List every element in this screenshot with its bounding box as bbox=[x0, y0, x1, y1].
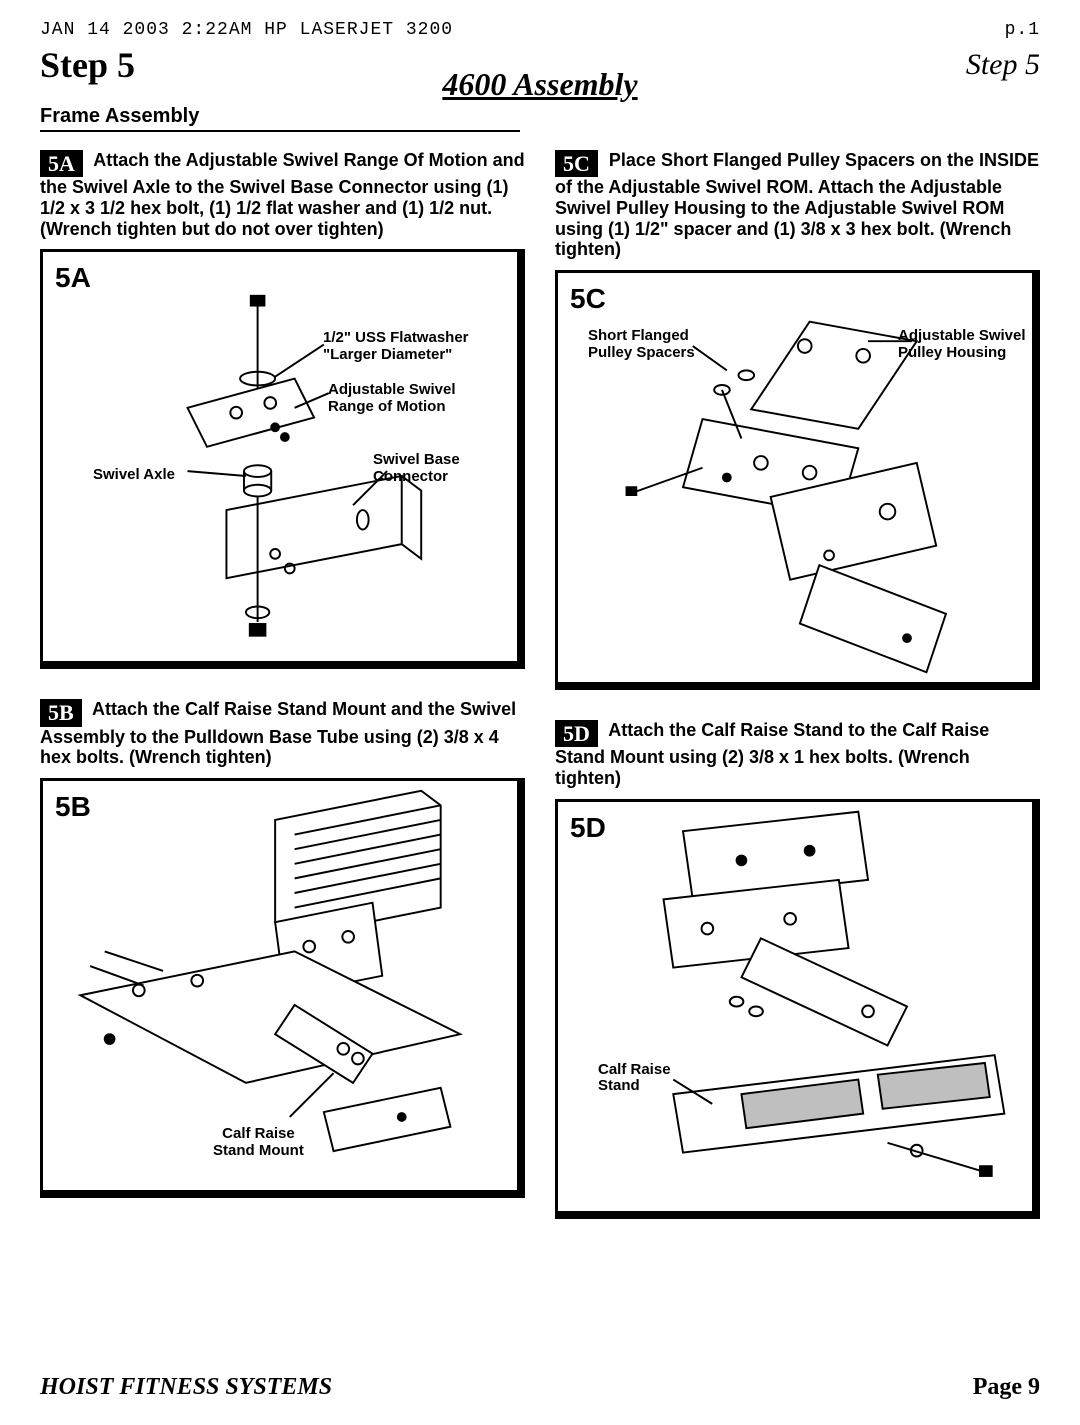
step-5d: 5D Attach the Calf Raise Stand to the Ca… bbox=[555, 720, 1040, 1219]
step-heading-right: Step 5 bbox=[966, 48, 1040, 82]
fax-header-left: JAN 14 2003 2:22AM HP LASERJET 3200 bbox=[40, 20, 453, 40]
fax-header-right: p.1 bbox=[1005, 20, 1040, 40]
step-5d-instruction: 5D Attach the Calf Raise Stand to the Ca… bbox=[555, 720, 1040, 789]
content-columns: 5A Attach the Adjustable Swivel Range Of… bbox=[40, 150, 1040, 1219]
step-5a: 5A Attach the Adjustable Swivel Range Of… bbox=[40, 150, 525, 669]
fax-header: JAN 14 2003 2:22AM HP LASERJET 3200 p.1 bbox=[40, 20, 1040, 40]
label-axle: Swivel Axle bbox=[93, 467, 175, 484]
label-mount: Calf Raise Stand Mount bbox=[213, 1126, 304, 1159]
step-5a-badge: 5A bbox=[40, 150, 83, 177]
step-5c-text: Place Short Flanged Pulley Spacers on th… bbox=[555, 150, 1039, 259]
diagram-5a: 5A bbox=[40, 249, 525, 669]
document-title: 4600 Assembly bbox=[40, 66, 1040, 103]
step-5a-text: Attach the Adjustable Swivel Range Of Mo… bbox=[40, 150, 525, 239]
footer-left: HOIST FITNESS SYSTEMS bbox=[40, 1374, 332, 1401]
label-base: Swivel Base Connector bbox=[373, 452, 460, 485]
left-column: 5A Attach the Adjustable Swivel Range Of… bbox=[40, 150, 525, 1219]
diagram-5b: 5B bbox=[40, 778, 525, 1198]
label-flatwasher: 1/2" USS Flatwasher "Larger Diameter" bbox=[323, 330, 469, 363]
label-spacers: Short Flanged Pulley Spacers bbox=[588, 328, 695, 361]
step-5c: 5C Place Short Flanged Pulley Spacers on… bbox=[555, 150, 1040, 690]
step-5d-text: Attach the Calf Raise Stand to the Calf … bbox=[555, 720, 989, 788]
label-rom: Adjustable Swivel Range of Motion bbox=[328, 382, 456, 415]
step-5c-instruction: 5C Place Short Flanged Pulley Spacers on… bbox=[555, 150, 1040, 260]
section-title: Frame Assembly bbox=[40, 105, 520, 132]
step-5b-badge: 5B bbox=[40, 699, 82, 726]
label-stand: Calf Raise Stand bbox=[598, 1062, 671, 1095]
diagram-5d-svg bbox=[558, 802, 1032, 1211]
footer-right: Page 9 bbox=[973, 1374, 1040, 1401]
diagram-5d: 5D bbox=[555, 799, 1040, 1219]
diagram-5c: 5C bbox=[555, 270, 1040, 690]
step-5b-text: Attach the Calf Raise Stand Mount and th… bbox=[40, 699, 516, 767]
label-housing: Adjustable Swivel Pulley Housing bbox=[898, 328, 1026, 361]
step-5a-instruction: 5A Attach the Adjustable Swivel Range Of… bbox=[40, 150, 525, 239]
step-5b-instruction: 5B Attach the Calf Raise Stand Mount and… bbox=[40, 699, 525, 768]
step-5b: 5B Attach the Calf Raise Stand Mount and… bbox=[40, 699, 525, 1198]
step-5c-badge: 5C bbox=[555, 150, 598, 177]
step-heading-left: Step 5 bbox=[40, 44, 135, 86]
step-5d-badge: 5D bbox=[555, 720, 598, 747]
right-column: 5C Place Short Flanged Pulley Spacers on… bbox=[555, 150, 1040, 1219]
page-footer: HOIST FITNESS SYSTEMS Page 9 bbox=[40, 1374, 1040, 1401]
